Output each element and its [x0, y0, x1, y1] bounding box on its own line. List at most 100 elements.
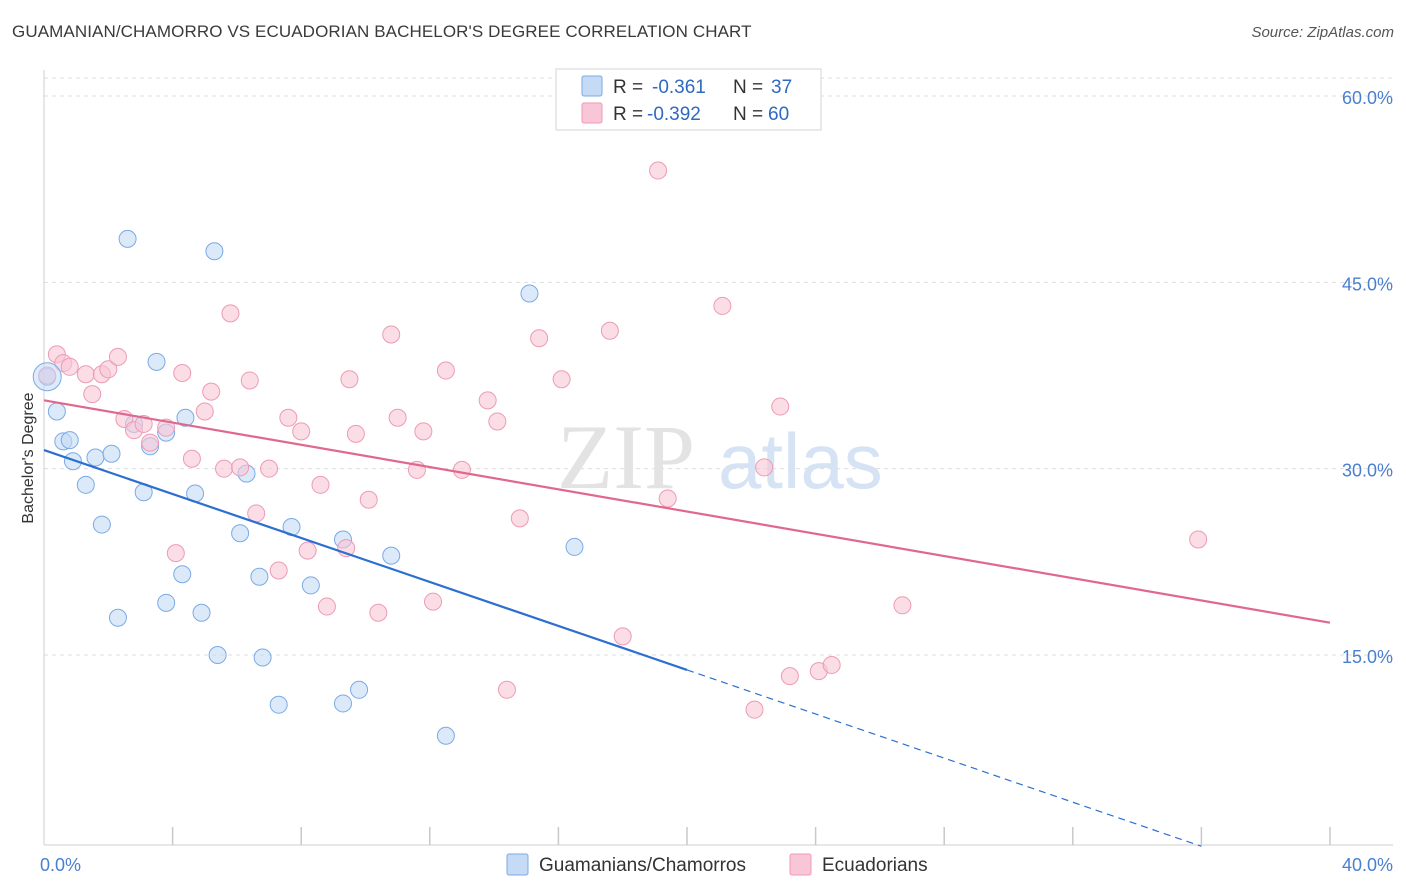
point-ecuadorian	[713, 296, 732, 315]
chart-title: GUAMANIAN/CHAMORRO VS ECUADORIAN BACHELO…	[12, 22, 752, 41]
point-ecuadorian	[269, 561, 288, 580]
y-axis-label: Bachelor's Degree	[20, 392, 37, 523]
point-ecuadorian	[552, 370, 571, 389]
x-ticks	[171, 827, 1331, 845]
point-ecuadorian	[311, 475, 330, 494]
point-guamanian	[208, 646, 227, 664]
point-guamanian	[108, 608, 127, 627]
point-ecuadorian	[658, 489, 677, 508]
series-legend-label-ecuadorian: Ecuadorians	[822, 855, 928, 876]
point-guamanian	[436, 726, 455, 745]
point-guamanian	[253, 648, 272, 667]
point-guamanian	[565, 537, 584, 556]
point-guamanian	[47, 402, 66, 421]
y-tick-label: 60.0%	[1342, 88, 1393, 108]
point-ecuadorian	[822, 655, 841, 674]
stats-legend-n-value-guamanian: 37	[771, 77, 792, 98]
point-ecuadorian	[771, 397, 790, 416]
point-guamanian	[147, 352, 166, 371]
stats-legend-swatch-guamanian	[581, 75, 603, 97]
point-ecuadorian	[298, 541, 317, 560]
point-ecuadorian	[76, 365, 95, 384]
point-ecuadorian	[260, 459, 279, 478]
stats-legend-n-value-ecuadorian: 60	[768, 104, 789, 125]
point-guamanian	[301, 576, 320, 595]
stats-legend-n-label-ecuadorian: N =	[733, 104, 763, 125]
point-guamanian	[382, 546, 401, 565]
point-ecuadorian	[745, 700, 764, 719]
point-ecuadorian	[166, 544, 185, 563]
stats-legend-swatch-ecuadorian	[581, 102, 603, 124]
point-ecuadorian	[388, 408, 407, 427]
point-ecuadorian	[414, 422, 433, 441]
trend-lines	[43, 399, 1331, 847]
stats-legend-r-label-ecuadorian: R =	[613, 104, 643, 125]
y-tick-label: 45.0%	[1342, 274, 1393, 294]
x-tick-label: 0.0%	[40, 855, 81, 875]
point-ecuadorian	[424, 592, 443, 611]
stats-legend-r-label-guamanian: R =	[613, 77, 643, 98]
point-ecuadorian	[488, 412, 507, 431]
point-ecuadorian	[649, 161, 668, 180]
point-guamanian	[63, 452, 82, 471]
point-ecuadorian	[231, 458, 250, 477]
point-guamanian	[520, 284, 539, 303]
y-tick-labels: 15.0% 30.0% 45.0% 60.0%	[1342, 88, 1393, 667]
watermark-atlas: atlas	[718, 417, 883, 505]
point-ecuadorian	[99, 360, 118, 379]
point-guamanian	[173, 565, 192, 584]
point-guamanian	[269, 695, 288, 714]
point-ecuadorian	[382, 325, 401, 344]
watermark: ZIP atlas	[557, 406, 883, 508]
stats-legend-n-label-guamanian: N =	[733, 77, 763, 98]
trend-line-guamanian-extension	[686, 669, 1202, 847]
point-ecuadorian	[134, 414, 153, 433]
point-guamanian	[176, 408, 195, 427]
trend-line-ecuadorian	[43, 399, 1331, 624]
point-guamanian	[350, 680, 369, 699]
point-guamanian	[60, 431, 79, 450]
point-ecuadorian	[613, 627, 632, 646]
point-ecuadorian	[221, 304, 240, 323]
point-ecuadorian	[346, 424, 365, 443]
point-guamanian	[102, 444, 121, 463]
point-guamanian	[333, 694, 352, 713]
grid-lines	[44, 77, 1393, 656]
series-legend-label-guamanian: Guamanians/Chamorros	[539, 855, 746, 876]
series-legend-swatch-guamanian	[506, 853, 529, 876]
axes	[43, 70, 1393, 846]
point-ecuadorian	[436, 361, 455, 380]
point-ecuadorian	[755, 458, 774, 477]
point-guamanian	[118, 229, 137, 248]
y-tick-label: 15.0%	[1342, 647, 1393, 667]
stats-legend-r-value-guamanian: -0.361	[652, 77, 706, 98]
point-ecuadorian	[359, 490, 378, 509]
point-ecuadorian	[893, 596, 912, 615]
point-ecuadorian	[215, 459, 234, 478]
point-ecuadorian	[497, 680, 516, 699]
point-ecuadorian	[340, 370, 359, 389]
point-ecuadorian	[317, 597, 336, 616]
point-ecuadorian	[780, 667, 799, 686]
point-guamanian	[92, 515, 111, 534]
point-guamanian	[76, 475, 95, 494]
point-ecuadorian	[478, 391, 497, 410]
point-ecuadorian	[530, 329, 549, 348]
point-guamanian-large	[32, 362, 62, 392]
point-guamanian	[205, 242, 224, 261]
point-ecuadorian	[182, 449, 201, 468]
series-legend: Guamanians/Chamorros Ecuadorians	[506, 853, 928, 876]
point-ecuadorian	[108, 347, 127, 366]
point-ecuadorian	[240, 371, 259, 390]
point-guamanian	[250, 567, 269, 586]
series-legend-swatch-ecuadorian	[789, 853, 812, 876]
x-tick-label: 40.0%	[1342, 855, 1393, 875]
point-ecuadorian	[195, 402, 214, 421]
data-points	[32, 161, 1208, 745]
point-ecuadorian	[510, 509, 529, 528]
point-guamanian	[231, 524, 250, 543]
point-ecuadorian	[452, 460, 471, 479]
point-ecuadorian	[369, 603, 388, 622]
x-tick-labels: 0.0% 40.0%	[40, 855, 1393, 875]
